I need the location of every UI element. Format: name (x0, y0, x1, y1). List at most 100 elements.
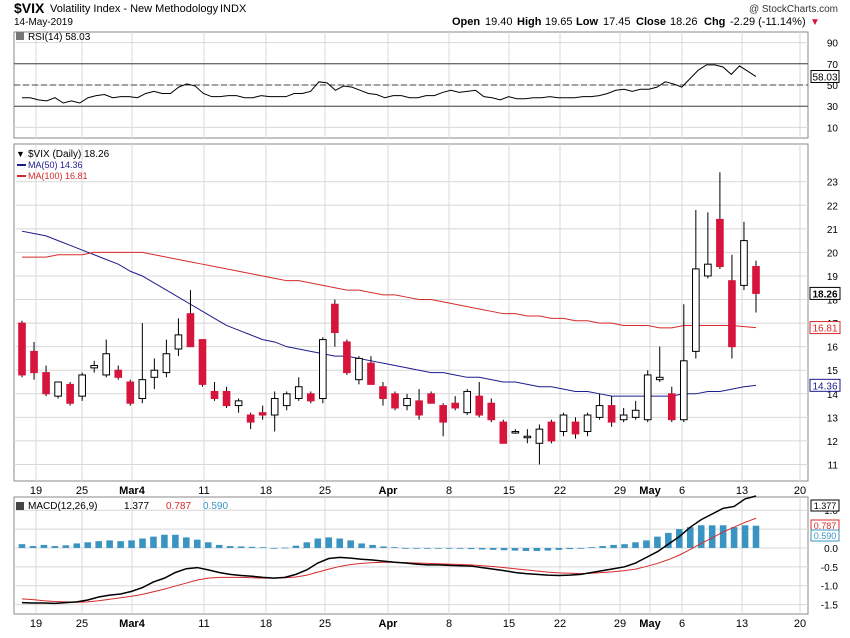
x-tick-label-macd: 13 (736, 618, 748, 630)
macd-histogram-bar (237, 546, 245, 548)
candle-up (403, 398, 411, 407)
hist-last-value-box (810, 529, 840, 542)
macd-histogram-bar (183, 537, 190, 548)
candle-down (451, 402, 459, 409)
macd-histogram-bar (697, 525, 705, 548)
price-last-close-box (809, 286, 841, 300)
macd-histogram-bar (172, 534, 179, 548)
rsi-tick-label: 10 (827, 123, 839, 134)
macd-histogram-bar (610, 544, 617, 548)
candle-down (367, 362, 375, 385)
candle-down (439, 405, 447, 423)
chg-down-arrow-icon: ▼ (810, 17, 820, 28)
candle-up (559, 414, 568, 433)
x-tick-label-price: 18 (260, 485, 272, 497)
candle-up (234, 400, 243, 407)
macd-histogram-bar (402, 547, 409, 549)
candle-down (306, 393, 315, 402)
exchange-label: INDX (220, 3, 247, 15)
macd-histogram-bar (719, 525, 727, 548)
x-tick-label-price: 25 (319, 485, 331, 497)
candle-down (415, 400, 423, 416)
candle-up (355, 357, 363, 381)
ma100-legend: MA(100) 16.81 (28, 171, 88, 181)
candle-down (222, 390, 231, 407)
macd-line (21, 495, 757, 605)
high-label: High (517, 16, 542, 28)
x-tick-label-macd: 15 (503, 618, 515, 630)
candle-down (66, 383, 74, 404)
macd-histogram-bar (29, 546, 37, 548)
macd-last-value-box (810, 499, 840, 512)
candle-up (595, 405, 604, 418)
candle-up (643, 374, 652, 421)
open-label: Open (452, 16, 480, 28)
macd-histogram-bar (500, 547, 508, 551)
candle-down (42, 372, 50, 395)
macd-histogram-bar (204, 542, 212, 548)
macd-histogram-bar (588, 547, 595, 548)
candle-up (282, 393, 291, 407)
chart-panels: 19 19 25 25 Mar4 Mar4 11 11 18 18 25 25 Apr Apr 8 8 15 15… (13, 31, 841, 630)
symbol-title: $VIX (14, 0, 45, 16)
macd-legend-signal: 0.787 (166, 501, 191, 512)
macd-histogram-bar (336, 538, 343, 548)
macd-histogram-bar (654, 536, 661, 548)
ma50-last-value-box (809, 378, 841, 392)
price-tick-label: 22 (827, 201, 839, 212)
x-tick-label-price: 11 (198, 485, 209, 497)
macd-histogram-bar (84, 542, 92, 548)
candle-up (511, 431, 520, 434)
x-tick-label-macd: 25 (76, 618, 88, 630)
macd-histogram-bar (599, 546, 606, 548)
x-tick-label-price: Mar4 (119, 485, 146, 497)
rsi-legend: RSI(14) 58.03 (28, 32, 91, 43)
x-tick-label-macd: 18 (260, 618, 272, 630)
macd-histogram-bar (686, 527, 694, 548)
ma100-last-value: 16.81 (812, 324, 837, 335)
macd-histogram-bar (435, 547, 442, 549)
candle-down (499, 421, 508, 444)
candle-up (655, 376, 664, 381)
macd-histogram-bar (73, 543, 81, 548)
macd-legend-name: MACD(12,26,9) (28, 501, 97, 512)
watermark: @ StockCharts.com (749, 4, 838, 15)
macd-histogram-bar (325, 537, 333, 548)
macd-histogram-bar (424, 547, 431, 549)
candle-up (162, 353, 171, 374)
candle-down (126, 381, 135, 404)
macd-histogram-bar (511, 547, 519, 551)
macd-histogram-bar (741, 525, 749, 548)
rsi-last-value-box (810, 69, 840, 83)
x-tick-label-macd: 29 (614, 618, 626, 630)
macd-tick-label: -1.5 (821, 601, 839, 612)
macd-histogram-bar (51, 546, 59, 548)
candle-up (583, 414, 592, 433)
macd-histogram-bar (621, 544, 628, 548)
candle-down (198, 339, 207, 385)
rsi-line (22, 64, 757, 104)
price-tick-label: 12 (827, 437, 839, 448)
candle-up (78, 374, 86, 397)
macd-histogram-bar (544, 547, 552, 551)
candle-down (258, 412, 267, 416)
candle-down (30, 350, 38, 374)
x-tick-label-price: 15 (503, 485, 515, 497)
x-tick-label-macd: 8 (446, 618, 452, 630)
macd-histogram-bar (215, 544, 223, 548)
candle-down (475, 395, 484, 416)
chg-value: -2.29 (-11.14%) (730, 16, 806, 28)
candle-down (667, 393, 676, 421)
candle-up (463, 390, 472, 414)
candle-up (102, 353, 111, 376)
macd-histogram-bar (676, 529, 683, 548)
x-tick-label-macd: 6 (679, 618, 685, 630)
x-tick-label-price: Apr (379, 485, 399, 497)
price-tick-label: 14 (827, 390, 839, 401)
candle-down (246, 414, 255, 423)
macd-legend-hist: 0.590 (203, 501, 228, 512)
x-tick-label-price: 20 (794, 485, 806, 497)
price-tick-label: 23 (827, 178, 839, 189)
macd-histogram-bar (369, 544, 376, 548)
signal-last-value: 0.787 (814, 521, 837, 531)
